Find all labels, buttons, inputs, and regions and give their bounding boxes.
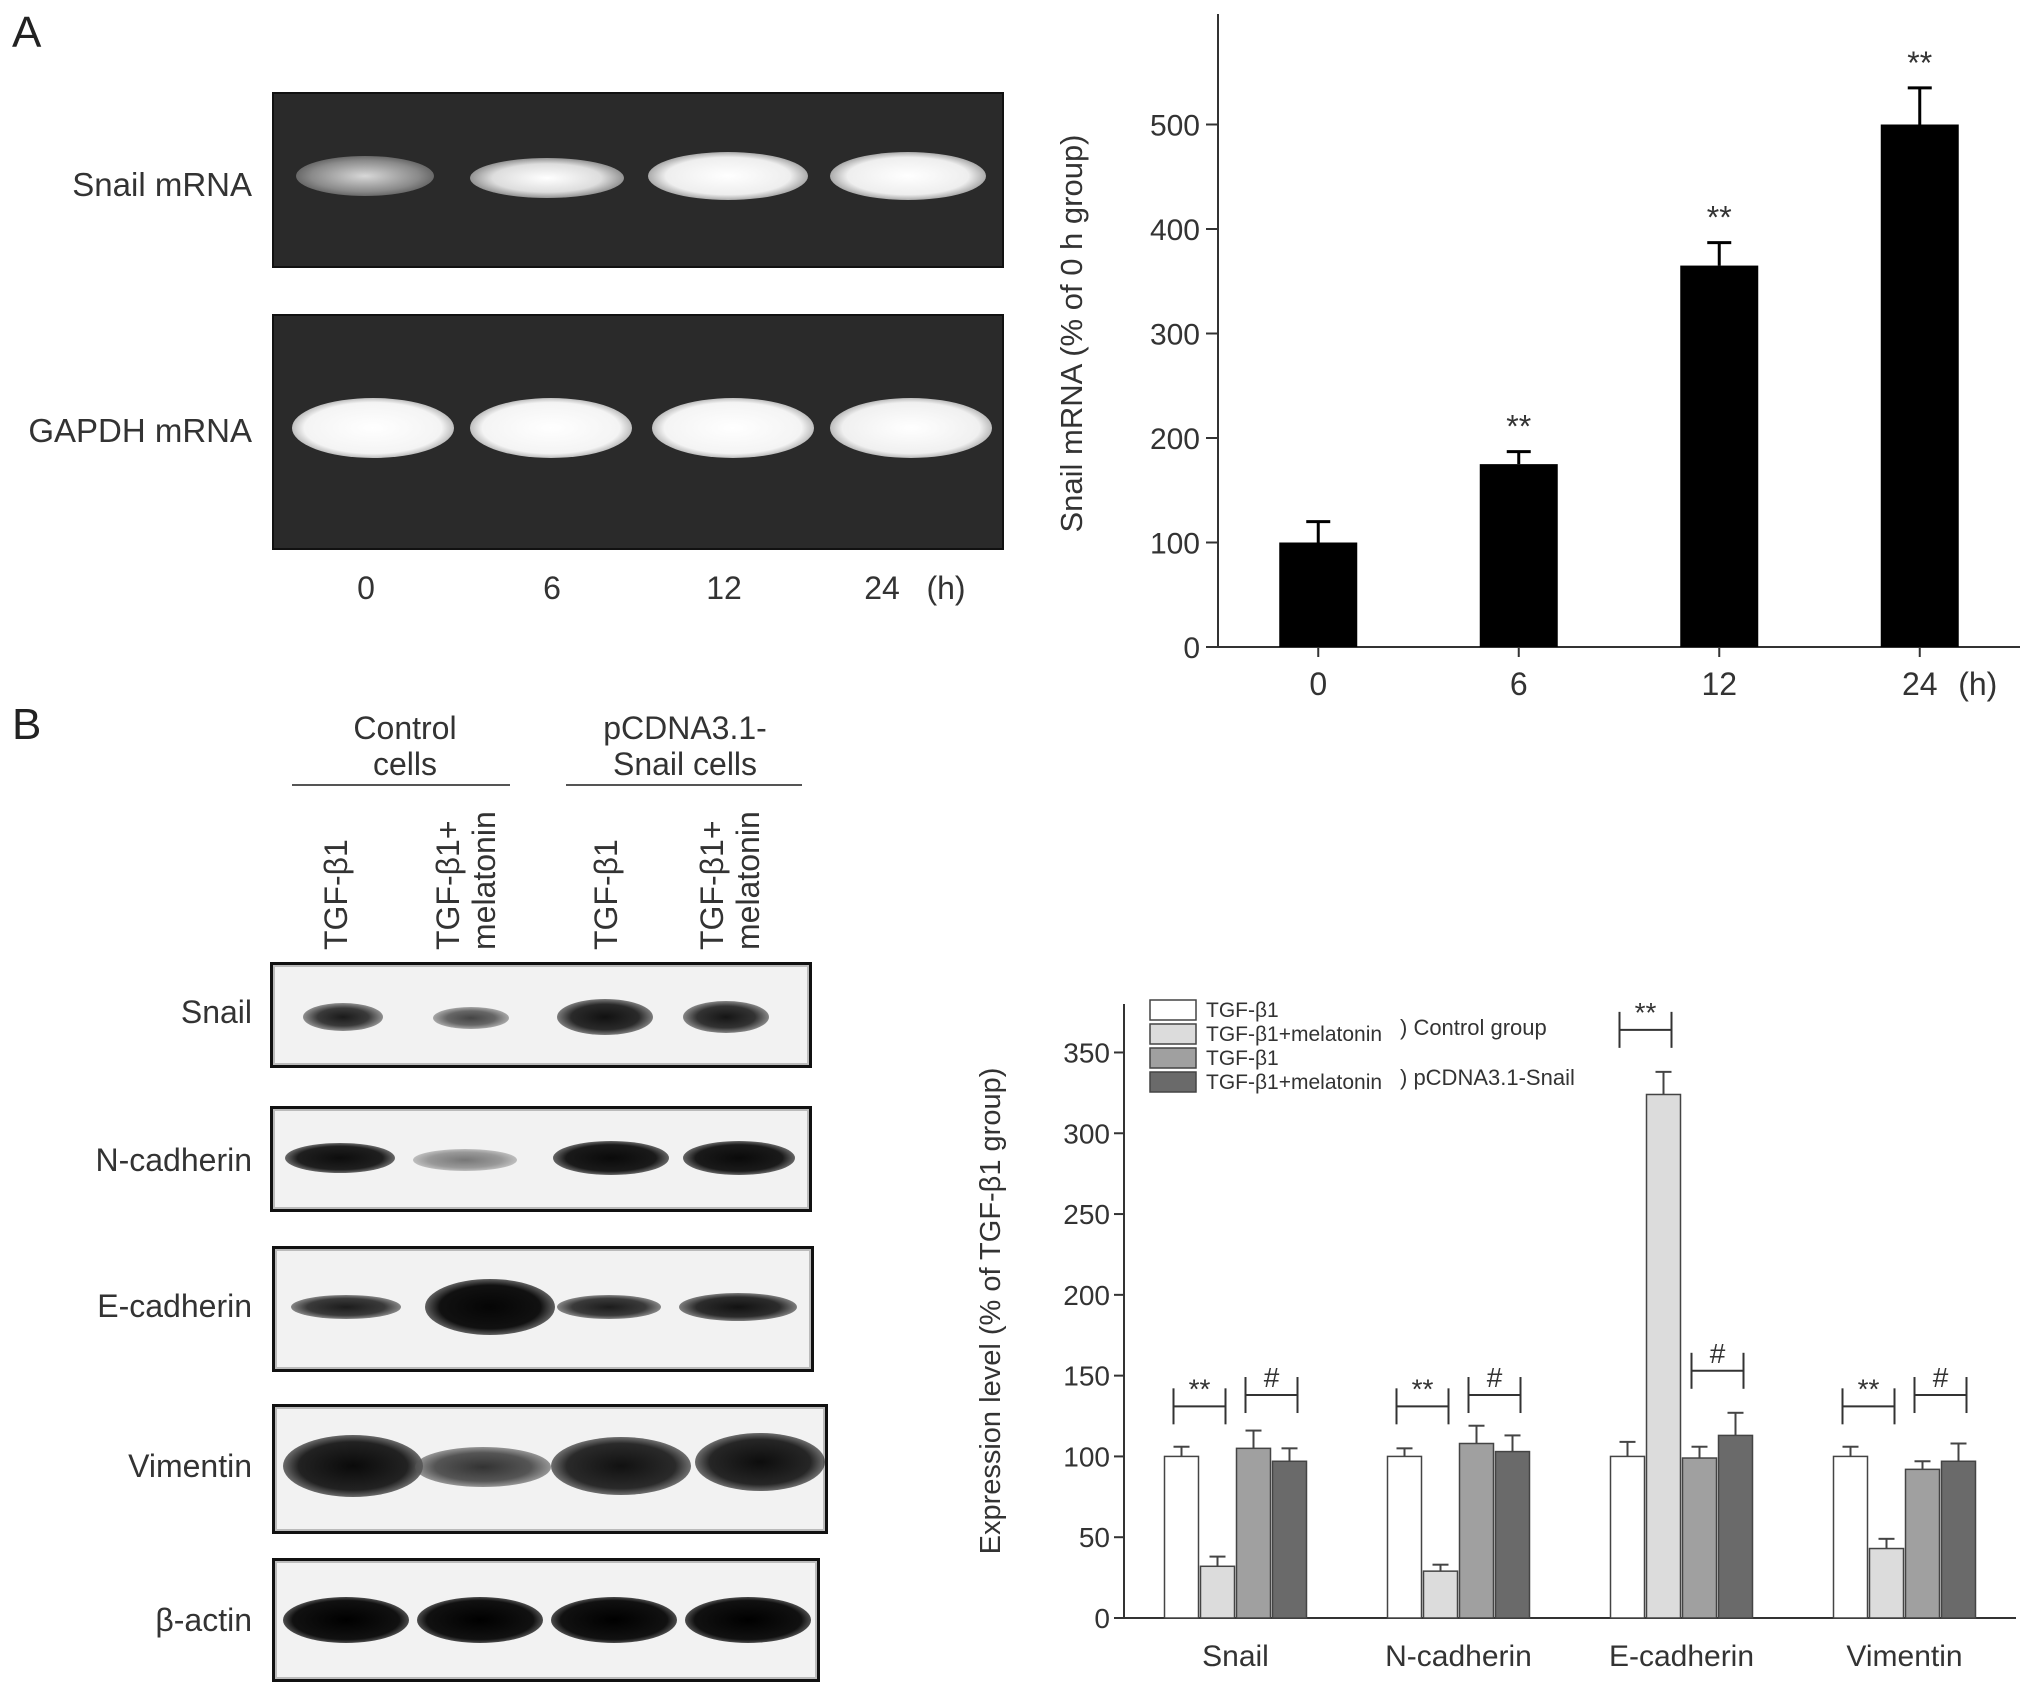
gel-lane-label: 24 [864,570,900,606]
bar [1458,1442,1495,1619]
significance-label: ** [1907,45,1932,81]
gel-row-label-snail: Snail mRNA [72,166,252,203]
y-tick-label: 500 [1150,110,1200,143]
blot-row-label-bactin: β-actin [155,1602,252,1638]
legend-swatch [1149,1023,1197,1045]
bar [1904,1468,1941,1619]
legend-label: TGF-β1+melatonin [1206,1071,1382,1094]
legend-label: TGF-β1 [1206,1047,1279,1070]
x-tick-label: 12 [1701,666,1737,702]
y-tick-label: 100 [1063,1441,1110,1472]
bar [1832,1455,1869,1619]
bar [1163,1455,1200,1619]
bar [1422,1570,1459,1619]
y-tick-label: 200 [1063,1280,1110,1311]
gel-lane-label: 0 [357,570,375,606]
y-tick-label: 250 [1063,1199,1110,1230]
snail-mrna-chart: 0 100 200 300 400 500 0 ** 6 ** 12 ** 24 (h) Snail mRN… [1054,14,2020,702]
gel-row-label-gapdh: GAPDH mRNA [28,412,252,449]
bar [1880,124,1959,647]
bactin-blot-image [272,1558,820,1682]
legend-swatch [1149,1071,1197,1093]
legend-group-label: ) pCDNA3.1-Snail [1400,1065,1575,1090]
bar [1199,1565,1236,1619]
significance-label: ** [1506,409,1531,445]
bar [1279,542,1358,647]
bar [1479,464,1558,647]
blot-row-label-snail: Snail [180,994,252,1030]
bar [1681,1457,1718,1619]
y-tick-label: 100 [1150,528,1200,561]
bar [1609,1455,1646,1619]
gel-unit-label: (h) [926,570,966,606]
vimentin-blot-image [272,1404,828,1534]
y-tick-label: 200 [1150,423,1200,456]
y-tick-label: 0 [1183,632,1200,665]
bar [1494,1450,1531,1619]
y-tick-label: 50 [1079,1522,1110,1553]
panel-a-label: A [12,8,42,57]
group-underline [292,784,510,786]
significance-label: ** [1412,1373,1434,1404]
significance-label: # [1264,1362,1280,1393]
x-unit-label: (h) [1958,666,1997,702]
blot-row-label-ncadherin: N-cadherin [95,1142,252,1178]
gel-lane-label: 6 [543,570,561,606]
x-tick-label: 24 [1902,666,1938,702]
significance-label: # [1487,1362,1503,1393]
legend-swatch [1149,1047,1197,1069]
x-tick-label: N-cadherin [1385,1640,1532,1673]
y-tick-label: 150 [1063,1361,1110,1392]
y-tick-label: 350 [1063,1037,1110,1068]
bar [1940,1460,1977,1619]
ncadherin-blot-image [270,1106,812,1212]
y-axis-label: Expression level (% of TGF-β1 group) [975,1068,1007,1555]
blot-lane-label: TGF-β1+ melatonin [694,811,766,950]
group-underline [566,784,802,786]
legend-swatch [1149,999,1197,1021]
significance-label: # [1933,1362,1949,1393]
significance-label: ** [1858,1373,1880,1404]
x-tick-label: Snail [1202,1640,1269,1673]
y-tick-label: 300 [1063,1118,1110,1149]
significance-label: # [1710,1338,1726,1369]
blot-group-label: pCDNA3.1- Snail cells [603,710,767,782]
x-tick-label: Vimentin [1846,1640,1962,1673]
legend-label: TGF-β1 [1206,999,1279,1022]
bar [1386,1455,1423,1619]
blot-lane-label: TGF-β1 [318,839,354,950]
bar [1868,1547,1905,1619]
ecadherin-blot-image [272,1246,814,1372]
blot-lane-label: TGF-β1 [588,839,624,950]
bar [1271,1460,1308,1619]
y-tick-label: 400 [1150,214,1200,247]
bar [1680,265,1759,647]
snail-blot-image [270,962,812,1068]
blot-row-label-vimentin: Vimentin [128,1448,252,1484]
blot-group-pcdna: pCDNA3.1- Snail cells [560,710,810,782]
y-axis-label: Snail mRNA (% of 0 h group) [1054,134,1089,532]
blot-row-label-ecadherin: E-cadherin [97,1288,252,1324]
gapdh-gel-image [272,314,1004,550]
x-tick-label: 0 [1309,666,1327,702]
legend-group-label: ) Control group [1400,1015,1547,1040]
bar [1645,1093,1682,1619]
x-tick-label: E-cadherin [1609,1640,1754,1673]
snail-gel-image [272,92,1004,268]
blot-lane-label: TGF-β1+ melatonin [430,811,502,950]
x-tick-label: 6 [1510,666,1528,702]
significance-label: ** [1189,1373,1211,1404]
blot-group-control: Control cells [290,710,520,782]
legend-label: TGF-β1+melatonin [1206,1023,1382,1046]
y-tick-label: 300 [1150,319,1200,352]
gel-lane-label: 12 [706,570,742,606]
significance-label: ** [1635,997,1657,1028]
panel-b-label: B [12,700,42,749]
significance-label: ** [1707,200,1732,236]
bar [1717,1434,1754,1619]
expression-level-chart: 0 50 100 150 200 250 300 350 ** # Snail ** # N-cadher… [975,997,2016,1673]
y-tick-label: 0 [1094,1603,1110,1634]
bar [1235,1447,1272,1619]
blot-group-label: Control cells [353,710,457,782]
